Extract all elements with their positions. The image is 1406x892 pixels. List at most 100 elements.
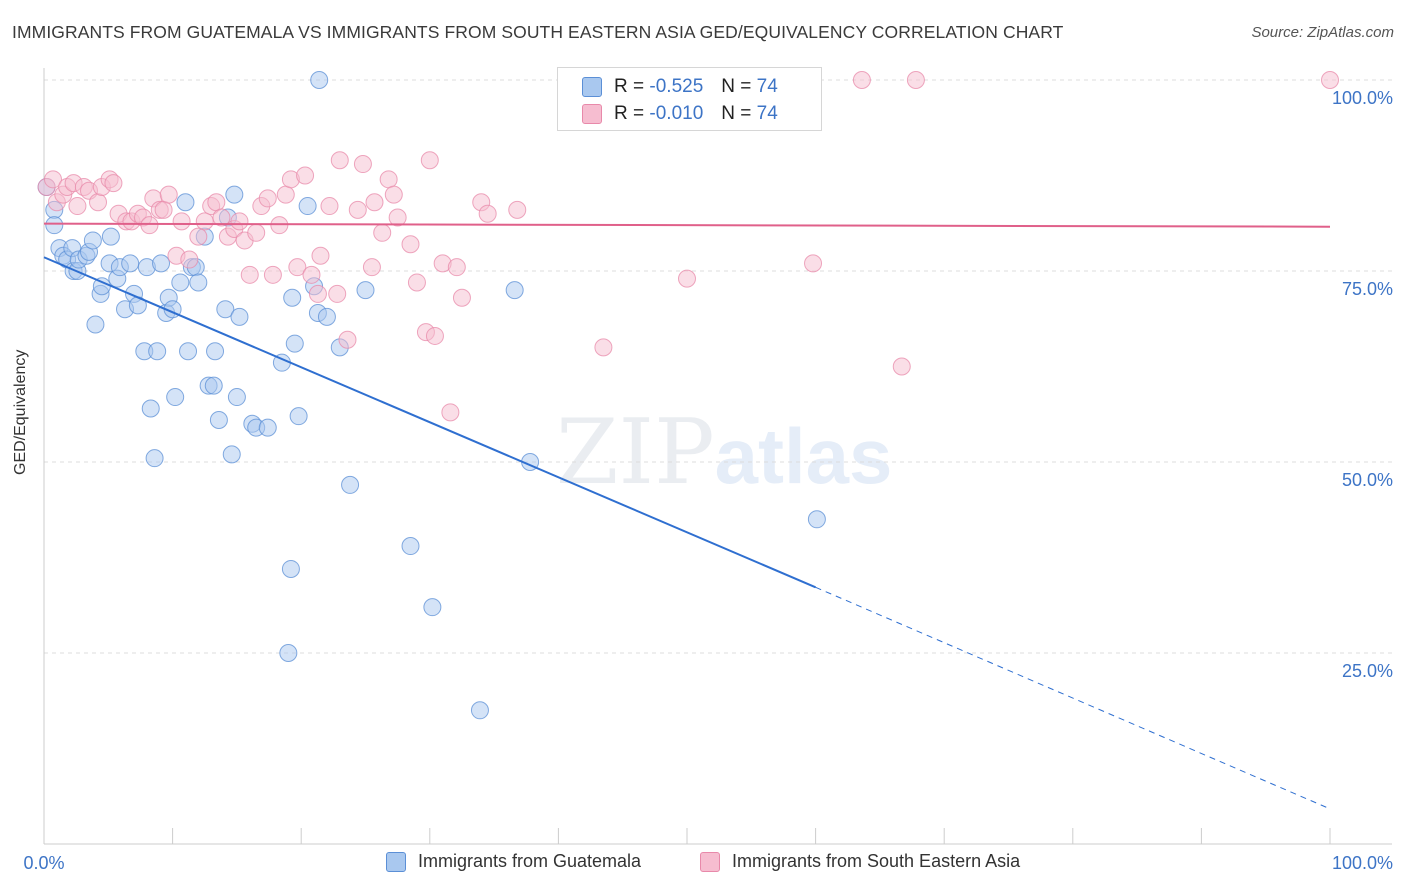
correlation-legend: R = -0.525 N = 74 R = -0.010 N = 74	[557, 67, 822, 131]
data-point-southeast-asia	[263, 265, 282, 284]
data-point-southeast-asia	[247, 223, 266, 242]
legend-swatch-blue	[582, 77, 602, 97]
data-point-guatemala	[206, 342, 225, 361]
legend-n-value: 74	[756, 103, 778, 124]
legend-swatch-blue	[386, 851, 406, 872]
legend-item-guatemala: Immigrants from Guatemala	[386, 851, 641, 872]
data-point-southeast-asia	[1321, 71, 1339, 89]
watermark-atlas: atlas	[714, 412, 893, 500]
data-point-southeast-asia	[230, 212, 249, 231]
data-point-guatemala	[145, 449, 164, 468]
data-point-southeast-asia	[362, 258, 381, 277]
x-tick-label: 0.0%	[23, 853, 64, 873]
legend-n-value: 74	[756, 76, 778, 97]
data-point-guatemala	[171, 273, 190, 292]
legend-r-value: -0.525	[649, 76, 704, 97]
data-point-southeast-asia	[330, 151, 349, 170]
data-point-guatemala	[285, 334, 304, 353]
data-point-southeast-asia	[852, 71, 871, 89]
data-point-southeast-asia	[302, 265, 321, 284]
data-point-guatemala	[281, 559, 300, 578]
tick-labels: 25.0% 50.0% 75.0% 100.0% 0.0% 100.0%	[23, 88, 1393, 873]
legend-r-label: R =	[614, 76, 645, 97]
data-point-guatemala	[83, 231, 102, 250]
data-point-guatemala	[807, 510, 826, 529]
data-point-guatemala	[222, 445, 241, 464]
data-point-southeast-asia	[308, 284, 327, 303]
data-point-southeast-asia	[258, 189, 277, 208]
legend-n-label: N =	[721, 103, 752, 124]
data-point-guatemala	[423, 598, 442, 617]
data-point-guatemala	[401, 537, 420, 556]
data-point-guatemala	[505, 281, 524, 300]
data-point-southeast-asia	[401, 235, 420, 254]
data-point-guatemala	[356, 281, 375, 300]
data-point-southeast-asia	[425, 326, 444, 345]
legend-swatch-pink	[700, 851, 720, 872]
y-tick-label: 75.0%	[1342, 279, 1393, 299]
data-point-southeast-asia	[104, 174, 123, 193]
data-point-southeast-asia	[365, 193, 384, 212]
data-point-guatemala	[317, 307, 336, 326]
data-point-guatemala	[179, 342, 198, 361]
data-point-southeast-asia	[388, 208, 407, 227]
data-point-southeast-asia	[594, 338, 613, 357]
data-point-southeast-asia	[328, 284, 347, 303]
data-point-southeast-asia	[407, 273, 426, 292]
data-point-southeast-asia	[296, 166, 315, 185]
legend-row-southeast-asia: R = -0.010 N = 74	[582, 102, 778, 126]
data-point-guatemala	[101, 227, 120, 246]
trend-lines	[43, 222, 1331, 810]
data-point-guatemala	[258, 418, 277, 437]
data-point-southeast-asia	[154, 200, 173, 219]
legend-n-label: N =	[721, 76, 752, 97]
trend-line-southeast-asia	[43, 222, 1331, 228]
axes	[43, 68, 1392, 845]
data-point-guatemala	[166, 388, 185, 407]
data-point-southeast-asia	[373, 223, 392, 242]
chart-title: IMMIGRANTS FROM GUATEMALA VS IMMIGRANTS …	[12, 22, 1064, 42]
trend-line-guatemala	[43, 256, 816, 589]
data-point-southeast-asia	[288, 258, 307, 277]
data-point-southeast-asia	[420, 151, 439, 170]
data-point-southeast-asia	[447, 258, 466, 277]
chart-source: Source: ZipAtlas.com	[1251, 24, 1394, 41]
data-point-southeast-asia	[140, 216, 159, 235]
data-point-southeast-asia	[172, 212, 191, 231]
data-point-guatemala	[121, 254, 140, 273]
data-point-southeast-asia	[159, 185, 178, 204]
data-point-southeast-asia	[311, 246, 330, 265]
data-point-guatemala	[470, 701, 489, 720]
data-point-guatemala	[227, 388, 246, 407]
data-point-guatemala	[204, 376, 223, 395]
y-tick-label: 100.0%	[1332, 88, 1393, 108]
data-point-southeast-asia	[478, 204, 497, 223]
data-point-southeast-asia	[44, 170, 63, 189]
grid-lines	[44, 79, 1392, 654]
data-point-guatemala	[176, 193, 195, 212]
data-point-southeast-asia	[68, 197, 87, 216]
data-point-southeast-asia	[441, 403, 460, 422]
data-point-southeast-asia	[195, 212, 214, 231]
series-southeast-asia-points	[37, 71, 1339, 422]
legend-row-guatemala: R = -0.525 N = 74	[582, 75, 778, 99]
data-point-guatemala	[216, 300, 235, 319]
data-point-guatemala	[152, 254, 171, 273]
data-point-southeast-asia	[189, 227, 208, 246]
legend-r-label: R =	[614, 103, 645, 124]
data-point-guatemala	[148, 342, 167, 361]
data-point-southeast-asia	[348, 200, 367, 219]
data-point-southeast-asia	[804, 254, 823, 273]
data-point-southeast-asia	[89, 193, 108, 212]
data-point-southeast-asia	[384, 185, 403, 204]
data-point-guatemala	[289, 407, 308, 426]
data-point-guatemala	[45, 216, 64, 235]
trend-line-guatemala-extension	[815, 586, 1331, 810]
legend-swatch-pink	[582, 104, 602, 124]
data-point-southeast-asia	[379, 170, 398, 189]
data-point-southeast-asia	[892, 357, 911, 376]
data-point-guatemala	[310, 71, 329, 89]
data-point-southeast-asia	[320, 197, 339, 216]
y-tick-label: 25.0%	[1342, 661, 1393, 681]
